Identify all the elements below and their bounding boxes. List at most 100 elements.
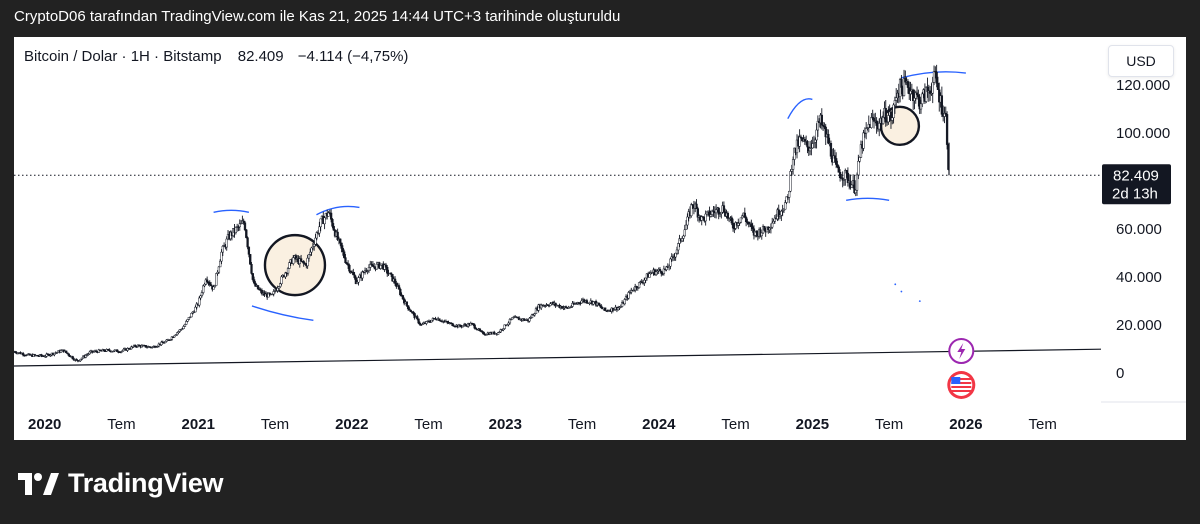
candle-body bbox=[900, 79, 903, 88]
candle bbox=[292, 254, 295, 266]
candle-body bbox=[623, 299, 626, 305]
candle bbox=[220, 249, 223, 265]
candle-body bbox=[310, 247, 313, 253]
candle-body bbox=[421, 323, 424, 325]
candle bbox=[832, 148, 835, 163]
candle bbox=[909, 81, 912, 102]
y-tick-label: 60.000 bbox=[1116, 221, 1162, 238]
candle-body bbox=[220, 251, 223, 262]
candle bbox=[314, 234, 317, 247]
candle-body bbox=[306, 257, 309, 267]
candle bbox=[357, 275, 360, 286]
candle-body bbox=[307, 254, 311, 259]
candle-body bbox=[931, 82, 934, 94]
candle-body bbox=[151, 346, 154, 349]
y-tick-label: 20.000 bbox=[1116, 317, 1162, 334]
price-scale bbox=[1101, 37, 1186, 402]
candle bbox=[722, 201, 726, 214]
candle bbox=[648, 271, 651, 278]
candle-body bbox=[681, 238, 684, 242]
candle bbox=[307, 253, 311, 262]
candle-body bbox=[215, 273, 218, 286]
candle bbox=[409, 309, 412, 312]
candle-body bbox=[339, 238, 342, 244]
candle bbox=[549, 302, 552, 307]
candle-body bbox=[895, 97, 898, 101]
us-flag-stripe bbox=[951, 382, 972, 384]
candle-body bbox=[21, 353, 25, 356]
candle-body bbox=[705, 211, 709, 215]
candle bbox=[600, 304, 603, 309]
candle bbox=[209, 281, 213, 287]
candle-body bbox=[389, 272, 393, 275]
candle-body bbox=[246, 237, 249, 248]
tradingview-brand[interactable]: TradingView bbox=[16, 468, 224, 499]
candle bbox=[674, 252, 677, 261]
candle bbox=[212, 284, 215, 290]
candle bbox=[238, 219, 241, 231]
candle bbox=[181, 327, 184, 330]
arc-annotation bbox=[251, 305, 314, 322]
candle-body bbox=[585, 300, 589, 304]
candle-body bbox=[731, 222, 735, 229]
candle-body bbox=[837, 166, 840, 173]
candle-body bbox=[891, 117, 894, 121]
candle-body bbox=[478, 328, 482, 332]
candle bbox=[737, 218, 740, 230]
candle-body bbox=[474, 327, 478, 330]
candle-body bbox=[280, 276, 283, 284]
candle bbox=[418, 321, 422, 326]
candle bbox=[319, 218, 322, 232]
candle bbox=[401, 295, 405, 301]
candle-body bbox=[115, 349, 119, 352]
candle-body bbox=[405, 301, 408, 306]
chart-panel[interactable]: 120.000 100.000 60.000 40.000 20.000 0 82.409 2… bbox=[14, 37, 1186, 440]
candle-body bbox=[357, 277, 360, 283]
candle-body bbox=[784, 202, 787, 210]
candle bbox=[867, 115, 870, 133]
candle bbox=[503, 324, 506, 330]
candle bbox=[160, 340, 163, 346]
candle-body bbox=[902, 78, 906, 96]
candle bbox=[712, 205, 715, 217]
candle-body bbox=[331, 219, 334, 227]
candle-body bbox=[194, 306, 197, 313]
candle bbox=[379, 265, 382, 270]
candle bbox=[329, 209, 333, 223]
candle bbox=[408, 306, 411, 311]
y-tick-label: 40.000 bbox=[1116, 269, 1162, 286]
candle-body bbox=[183, 324, 187, 327]
candle bbox=[932, 65, 936, 86]
candle bbox=[352, 268, 355, 276]
candle-body bbox=[827, 133, 830, 144]
candle-body bbox=[665, 266, 668, 270]
currency-selector-button[interactable]: USD bbox=[1108, 45, 1174, 77]
candle-body bbox=[59, 350, 63, 353]
candle bbox=[750, 219, 753, 231]
candle-body bbox=[367, 267, 371, 271]
price-chart[interactable]: 120.000100.00060.00040.00020.000082.4092… bbox=[14, 37, 1186, 440]
x-tick-label: Tem bbox=[414, 416, 442, 433]
candle bbox=[533, 312, 536, 317]
dot-annotation bbox=[918, 300, 921, 303]
candle bbox=[315, 231, 318, 241]
x-tick-label: Tem bbox=[875, 416, 903, 433]
candle-body bbox=[791, 159, 795, 170]
candle-body bbox=[508, 319, 512, 324]
candle-body bbox=[482, 332, 485, 335]
candle bbox=[510, 318, 513, 321]
candle-body bbox=[247, 246, 251, 255]
candle-body bbox=[739, 217, 743, 223]
candle-body bbox=[674, 252, 677, 258]
candle-body bbox=[192, 311, 196, 314]
candle-body bbox=[375, 263, 378, 270]
symbol-legend[interactable]: Bitcoin / Dolar · 1H · Bitstamp 82.409 −… bbox=[24, 48, 408, 65]
candle-body bbox=[319, 218, 322, 228]
candle bbox=[417, 318, 420, 325]
candle bbox=[798, 129, 801, 153]
candle-body bbox=[741, 215, 744, 219]
candle-body bbox=[493, 331, 496, 335]
candle-body bbox=[604, 307, 607, 311]
candle-body bbox=[515, 316, 518, 318]
candle bbox=[66, 352, 69, 355]
